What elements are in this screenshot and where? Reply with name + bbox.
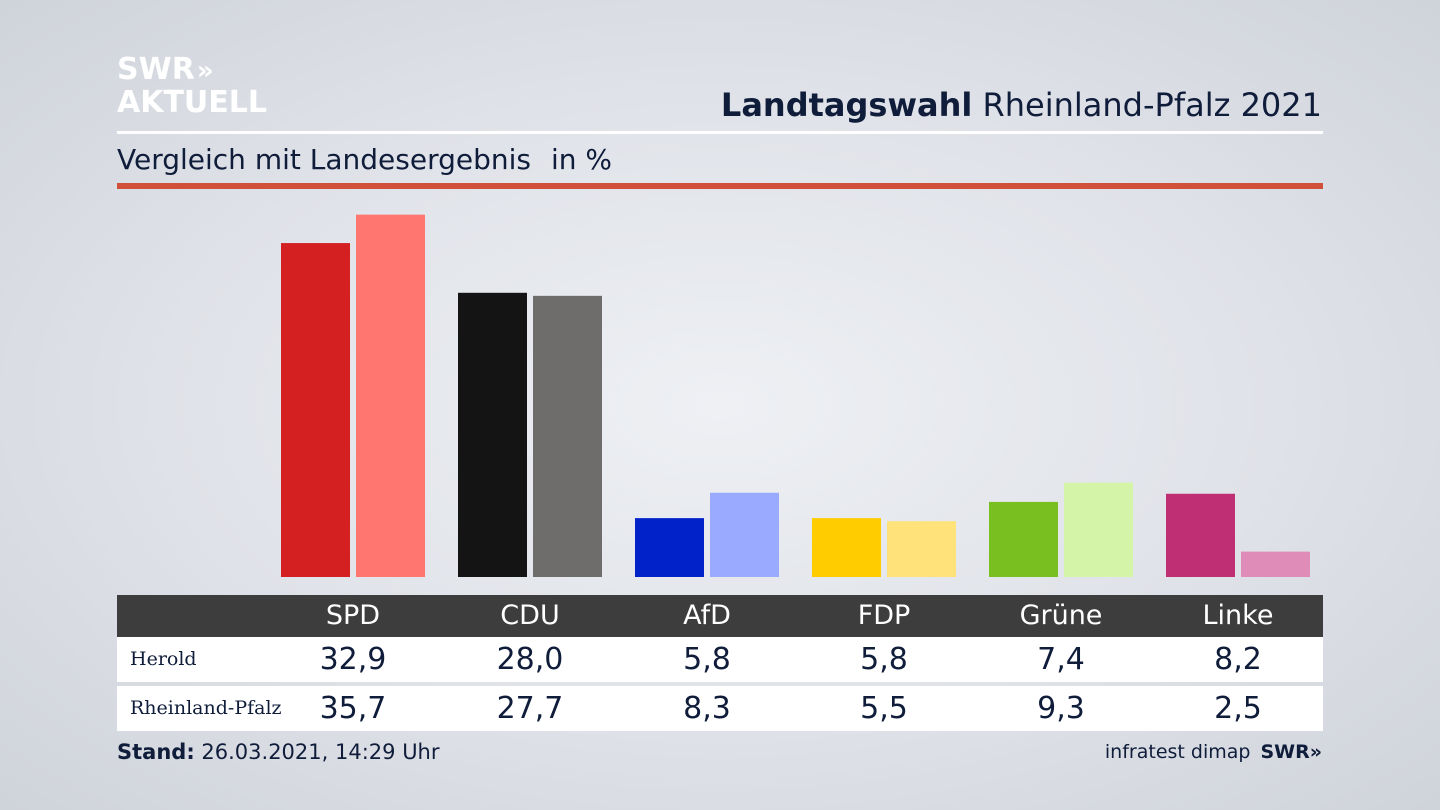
table-row: Herold 32,9 28,0 5,8 5,8 7,4 8,2	[117, 637, 1323, 682]
bar-spd-landesergebnis	[356, 214, 425, 577]
bar-linke-herold	[1166, 493, 1235, 577]
value-cell: 9,3	[1037, 691, 1085, 726]
table-row: Rheinland-Pfalz 35,7 27,7 8,3 5,5 9,3 2,5	[117, 686, 1323, 731]
bar-afd-herold	[635, 518, 704, 577]
value-cell: 8,3	[683, 691, 731, 726]
table-header: SPD CDU AfD FDP Grüne Linke	[117, 595, 1323, 637]
bar-grüne-herold	[989, 501, 1058, 577]
bar-cdu-herold	[458, 292, 527, 577]
bar-chart	[281, 214, 1310, 577]
value-cell: 7,4	[1037, 642, 1085, 677]
header-cell-afd: AfD	[683, 600, 731, 631]
value-cell: 27,7	[496, 691, 564, 726]
value-cell: 5,8	[860, 642, 908, 677]
header-cell-fdp: FDP	[857, 600, 911, 631]
header-cell-linke: Linke	[1202, 600, 1274, 631]
logo-arrows-icon: »	[196, 56, 214, 86]
bar-afd-landesergebnis	[710, 492, 779, 577]
value-cell: 5,5	[860, 691, 908, 726]
bar-grüne-landesergebnis	[1064, 482, 1133, 577]
logo-aktuell-text: AKTUELL	[117, 85, 268, 120]
bar-cdu-landesergebnis	[533, 295, 602, 577]
bar-fdp-landesergebnis	[887, 521, 956, 577]
chart-subtitle: Vergleich mit Landesergebnis in %	[117, 143, 612, 176]
bar-spd-herold	[281, 243, 350, 577]
logo-swr-text: SWR	[117, 52, 195, 87]
title-rest: Rheinland-Pfalz 2021	[982, 86, 1322, 124]
bar-fdp-herold	[812, 518, 881, 577]
bar-linke-landesergebnis	[1241, 551, 1310, 577]
timestamp: Stand: 26.03.2021, 14:29 Uhr	[117, 740, 440, 764]
header-cell-cdu: CDU	[500, 600, 560, 631]
value-cell: 28,0	[496, 642, 564, 677]
value-cell: 5,8	[683, 642, 731, 677]
subtitle-divider	[117, 183, 1323, 189]
row-label: Rheinland-Pfalz	[130, 697, 282, 719]
results-table: SPD CDU AfD FDP Grüne Linke Herold 32,9 28,0 5,…	[117, 595, 1323, 731]
stand-label: Stand:	[117, 740, 195, 764]
value-cell: 2,5	[1214, 691, 1262, 726]
row-label: Herold	[130, 648, 197, 670]
subtitle-unit: in %	[550, 143, 613, 176]
value-cell: 32,9	[319, 642, 387, 677]
source-text: infratest dimap	[1104, 741, 1251, 763]
title-bold: Landtagswahl	[720, 86, 973, 124]
swr-aktuell-logo: SWR» AKTUELL	[117, 54, 267, 119]
stand-value: 26.03.2021, 14:29 Uhr	[201, 740, 440, 764]
value-cell: 35,7	[319, 691, 387, 726]
source-brand-logo: SWR»	[1260, 741, 1322, 763]
subtitle-text: Vergleich mit Landesergebnis	[117, 143, 531, 176]
value-cell: 8,2	[1214, 642, 1262, 677]
source-credit: infratest dimap SWR»	[1105, 741, 1322, 763]
title-divider	[117, 131, 1323, 134]
header-cell-spd: SPD	[325, 600, 381, 631]
chart-title: Landtagswahl Rheinland-Pfalz 2021	[721, 86, 1322, 124]
header-cell-grüne: Grüne	[1019, 600, 1103, 631]
